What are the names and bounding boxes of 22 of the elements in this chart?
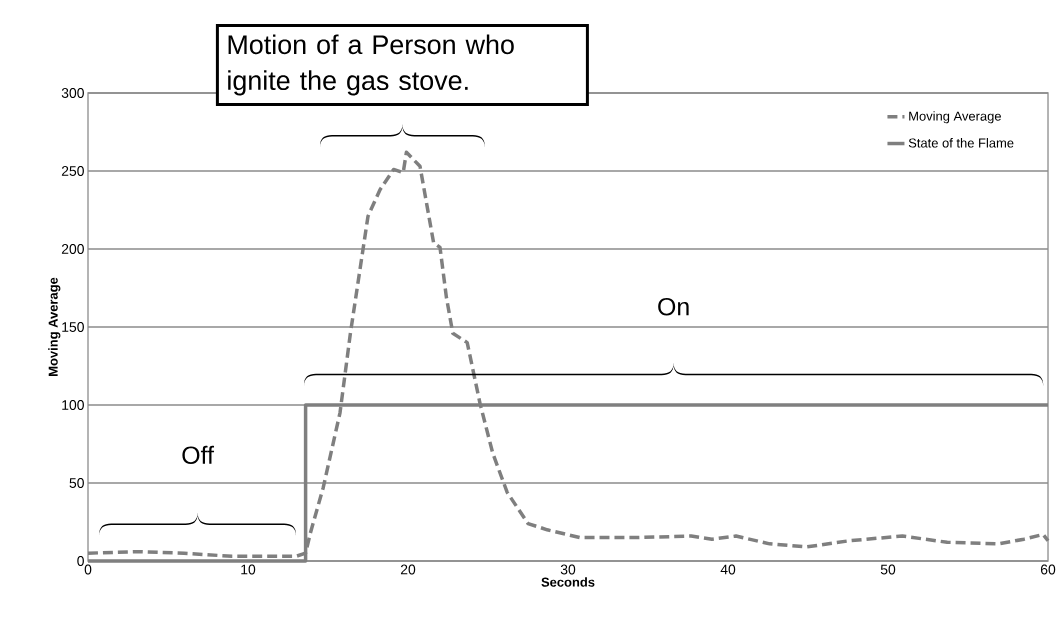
legend-label: State of the Flame (908, 138, 1014, 148)
y-tick-label: 200 (61, 244, 84, 254)
line-series (86, 150, 1050, 559)
x-tick-label: 60 (1040, 564, 1056, 575)
annotation: Motion of a Person who ignite the gas stove. (228, 34, 514, 96)
y-tick-label: 100 (62, 400, 84, 410)
y-tick-label: 0 (77, 556, 84, 566)
annotation: On (658, 297, 689, 316)
y-tick-label: 150 (62, 322, 84, 332)
x-tick-label: 50 (880, 564, 896, 575)
y-tick-label: 250 (61, 166, 84, 176)
x-axis-title: Seconds (541, 577, 595, 587)
legend-label: Moving Average (909, 111, 1001, 124)
y-tick-label: 300 (61, 88, 84, 98)
x-tick-label: 20 (400, 564, 416, 575)
x-tick-label: 30 (560, 564, 576, 575)
y-axis-title: Moving Average (48, 277, 61, 376)
annotation: Off (182, 445, 215, 465)
y-tick-label: 50 (69, 478, 84, 488)
x-tick-label: 0 (84, 564, 92, 575)
x-tick-label: 40 (720, 564, 736, 575)
x-tick-label: 10 (241, 564, 256, 575)
